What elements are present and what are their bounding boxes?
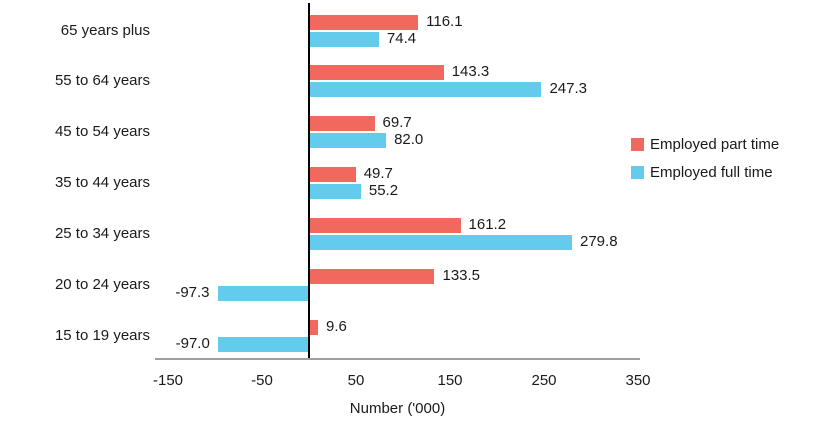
bar-full-time [309, 133, 387, 149]
legend-label: Employed part time [650, 136, 780, 153]
legend-swatch-icon [631, 138, 644, 151]
legend-item: Employed part time [631, 136, 779, 153]
category-label: 20 to 24 years [54, 276, 150, 293]
bar-value-label: 9.6 [326, 317, 347, 335]
bar-value-label: -97.0 [175, 334, 210, 352]
bar-value-label: 82.0 [394, 131, 424, 149]
category-label: 65 years plus [60, 21, 150, 39]
category-label: 45 to 54 years [54, 123, 150, 141]
category-label: 15 to 19 years [54, 326, 150, 344]
bar-value-label: 133.5 [442, 267, 481, 284]
bar-value-label: 161.2 [468, 216, 507, 234]
legend-swatch-icon [631, 166, 644, 179]
bar-part-time [309, 14, 419, 30]
bar-full-time [217, 286, 309, 301]
bar-full-time [309, 31, 379, 47]
x-axis-title: Number ('000) [349, 400, 446, 417]
category-label: 55 to 64 years [54, 72, 150, 90]
x-tick-label: 50 [347, 372, 365, 389]
x-tick-label: -50 [251, 372, 273, 389]
bar-value-label: 247.3 [549, 80, 587, 98]
bar-part-time [309, 167, 356, 183]
bar-value-label: 69.7 [382, 114, 412, 132]
bar-value-label: 116.1 [426, 12, 463, 30]
bar-full-time [309, 235, 572, 251]
bar-value-label: 55.2 [368, 182, 399, 200]
bar-value-label: 143.3 [451, 63, 490, 81]
bar-full-time [309, 82, 542, 98]
bar-part-time [309, 218, 461, 234]
zero-axis-line [308, 3, 310, 359]
bar-value-label: -97.3 [175, 284, 210, 301]
x-tick-label: 150 [437, 372, 463, 389]
legend-item: Employed full time [631, 164, 773, 181]
bar-part-time [309, 65, 444, 81]
bar-value-label: 279.8 [580, 233, 618, 251]
bar-full-time [309, 184, 361, 200]
x-tick-label: 350 [625, 372, 651, 389]
bar-part-time [309, 319, 319, 335]
x-tick-label: -150 [152, 372, 184, 389]
bar-value-label: 49.7 [363, 165, 393, 183]
bar-value-label: 74.4 [386, 29, 417, 47]
bar-part-time [309, 116, 375, 132]
x-axis-line [155, 358, 640, 360]
legend-label: Employed full time [650, 164, 773, 181]
bar-full-time [217, 336, 309, 352]
category-label: 35 to 44 years [54, 174, 150, 192]
category-label: 25 to 34 years [54, 225, 150, 243]
bar-part-time [309, 269, 435, 284]
x-tick-label: 250 [531, 372, 557, 389]
